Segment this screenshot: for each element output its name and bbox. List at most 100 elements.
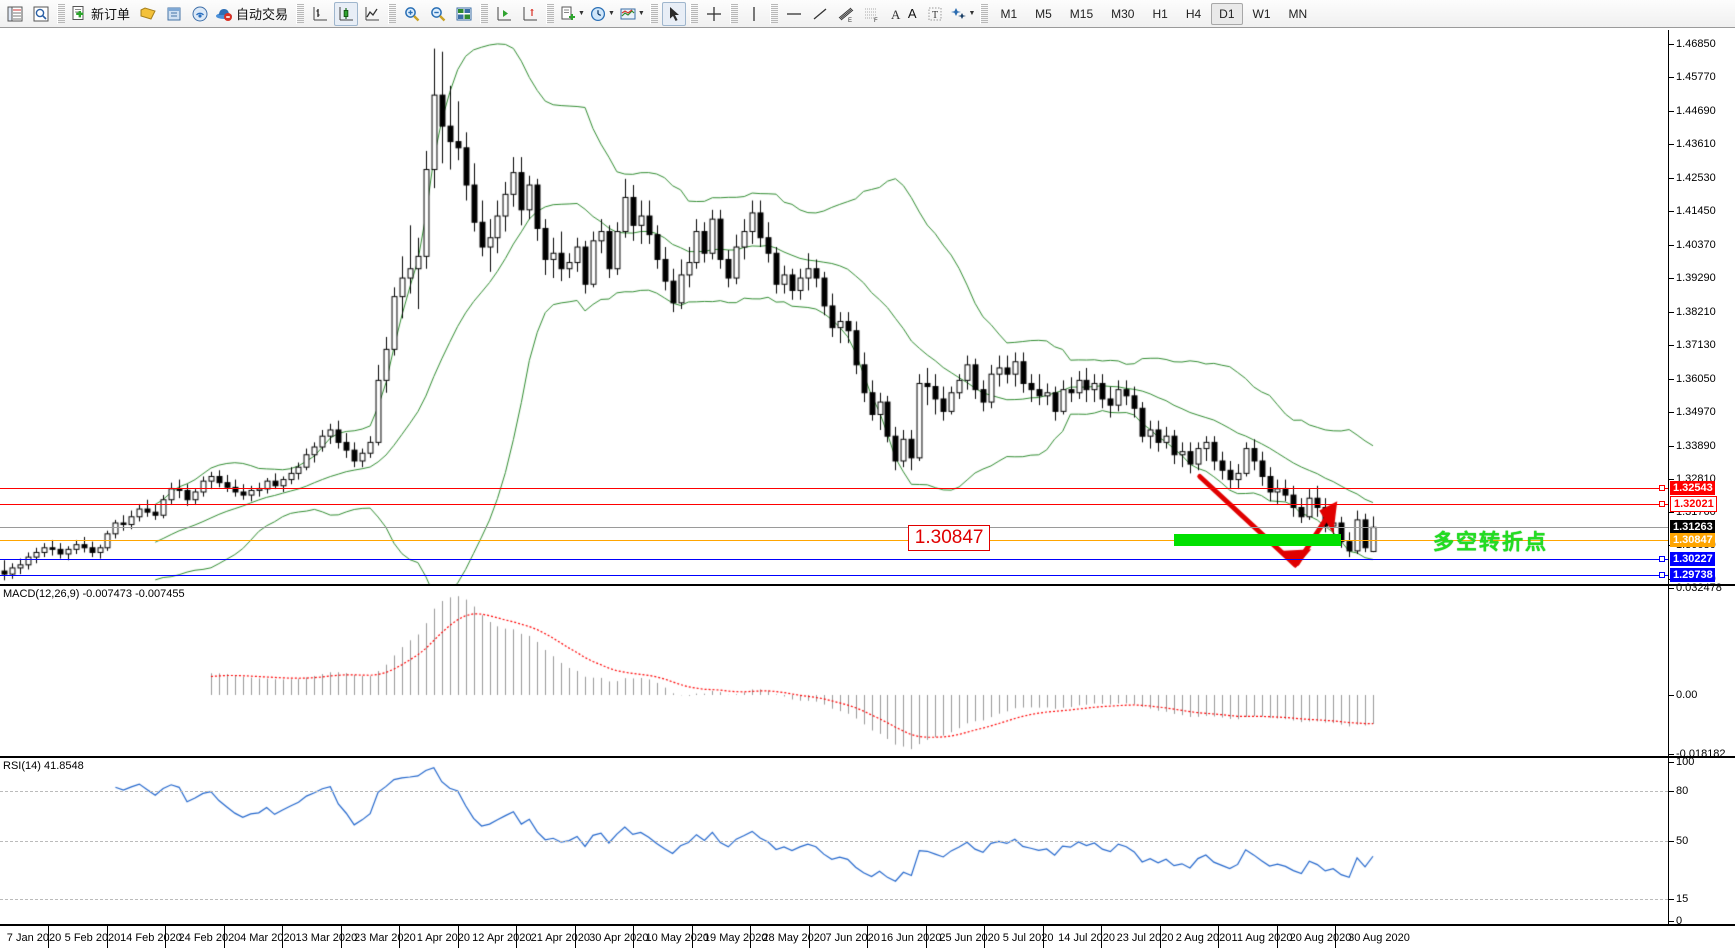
signals-icon[interactable] <box>188 2 212 26</box>
list-icon <box>6 5 24 23</box>
data-window-icon[interactable] <box>29 2 53 26</box>
tile-icon <box>455 5 473 23</box>
macd-canvas[interactable]: MACD(12,26,9) -0.007473 -0.007455 <box>0 586 1668 756</box>
timeframe-h1[interactable]: H1 <box>1152 6 1168 21</box>
level-line-support-1[interactable] <box>0 559 1668 561</box>
new-order-button[interactable]: 新订单 <box>69 2 134 26</box>
level-line-resistance-2-handle[interactable] <box>1659 500 1665 507</box>
chevron-down-icon[interactable]: ▼ <box>968 10 976 17</box>
date-axis-label: 5 Feb 2020 <box>64 932 121 944</box>
price-chart-canvas[interactable]: 1.30847 多空转折点 <box>0 30 1668 584</box>
timeframe-m1[interactable]: M1 <box>1000 6 1018 21</box>
text-label-icon[interactable]: T <box>923 2 947 26</box>
price-axis-tick <box>1669 211 1674 213</box>
magnifier-window-icon <box>32 5 50 23</box>
cursor-icon[interactable] <box>661 1 686 26</box>
price-axis[interactable]: 1.46850 1.45770 1.44690 1.43610 1.42530 1.414… <box>1668 30 1735 585</box>
pivot-price-annotation: 1.30847 <box>907 525 991 552</box>
signal-icon <box>191 5 209 23</box>
chartshift-icon <box>521 5 539 23</box>
metaeditor-icon[interactable] <box>136 2 160 26</box>
zoom-in-icon[interactable] <box>400 2 424 26</box>
date-axis-label: 2 Aug 2020 <box>1175 932 1232 944</box>
timeframe-w1[interactable]: W1 <box>1252 6 1271 21</box>
line-chart-icon[interactable] <box>360 2 384 26</box>
timeframe-d1[interactable]: D1 <box>1211 2 1243 25</box>
level-line-resistance-1-handle[interactable] <box>1659 484 1665 491</box>
rsi-level-50 <box>0 841 1668 842</box>
periods-icon[interactable]: ▼ <box>588 2 616 26</box>
level-line-support-2-handle[interactable] <box>1659 571 1665 578</box>
level-line-resistance-1[interactable] <box>0 487 1668 489</box>
date-axis-label: 16 Jun 2020 <box>880 932 942 944</box>
candlestick-chart-icon[interactable] <box>334 1 359 26</box>
zoom-out-icon[interactable] <box>426 2 450 26</box>
rsi-canvas[interactable]: RSI(14) 41.8548 <box>0 758 1668 924</box>
level-line-support-1-handle[interactable] <box>1659 556 1665 563</box>
price-axis-label: 1.43610 <box>1676 138 1716 151</box>
bar-chart-icon[interactable] <box>308 2 332 26</box>
date-axis-tick <box>808 926 810 948</box>
chevron-down-icon[interactable]: ▼ <box>578 10 585 17</box>
vertical-line-icon[interactable] <box>742 2 766 26</box>
date-axis-label: 7 Jan 2020 <box>6 932 62 944</box>
auto-scroll-icon[interactable] <box>492 2 516 26</box>
date-axis[interactable]: 7 Jan 2020 5 Feb 2020 14 Feb 2020 24 Feb 20… <box>0 925 1735 949</box>
template-icon <box>619 5 637 23</box>
macd-axis[interactable]: 0.032478 0.00 -0.018182 <box>1668 582 1735 760</box>
tag-resistance-1[interactable]: 1.32543 <box>1670 480 1715 495</box>
timeframe-h4[interactable]: H4 <box>1185 6 1202 21</box>
indicators-icon[interactable]: ▼ <box>558 2 586 26</box>
chevron-down-icon[interactable]: ▼ <box>637 10 645 17</box>
tag-resistance-2[interactable]: 1.32021 <box>1670 495 1717 512</box>
indicators-icon <box>559 5 577 23</box>
chart-shift-icon[interactable] <box>518 2 542 26</box>
trendline-icon <box>811 5 829 23</box>
main-toolbar[interactable]: 新订单 自动交易 ▼ ▼ ▼ E F A A T ▼ M1 M5 M15 M30 H1 H4 D1 W1 MN <box>0 0 1735 28</box>
level-line-support-2[interactable] <box>0 574 1668 576</box>
toolbar-separator <box>729 3 738 24</box>
macd-pane[interactable]: MACD(12,26,9) -0.007473 -0.007455 0.0324… <box>0 582 1735 760</box>
level-line-last-price[interactable] <box>0 527 1668 529</box>
date-axis-label: 11 Aug 2020 <box>1231 932 1293 944</box>
timeframe-m30[interactable]: M30 <box>1111 6 1135 21</box>
chevron-down-icon[interactable]: ▼ <box>607 10 615 17</box>
level-line-resistance-2[interactable] <box>0 503 1668 505</box>
fibonacci-retracement-icon[interactable]: F <box>860 2 884 26</box>
vline-icon <box>745 5 763 23</box>
timeframe-mn[interactable]: MN <box>1288 6 1308 21</box>
expert-advisors-icon[interactable] <box>162 2 186 26</box>
templates-icon[interactable]: ▼ <box>618 2 646 26</box>
text-icon-label: A <box>907 6 917 21</box>
market-watch-icon[interactable] <box>3 2 27 26</box>
date-axis-label: 12 Apr 2020 <box>472 932 532 944</box>
date-axis-label: 23 Mar 2020 <box>353 932 416 944</box>
date-axis-tick <box>282 926 284 948</box>
equidistant-channel-icon[interactable]: E <box>834 2 858 26</box>
tag-support-2[interactable]: 1.29738 <box>1670 567 1715 582</box>
price-axis-tick <box>1669 278 1674 280</box>
folder-yellow-icon <box>139 5 157 23</box>
chart-tile-icon[interactable] <box>452 2 476 26</box>
trendline-icon[interactable] <box>808 2 832 26</box>
timeframe-m5[interactable]: M5 <box>1035 6 1052 21</box>
timeframe-m15[interactable]: M15 <box>1069 6 1094 21</box>
fibo-icon: F <box>863 5 881 24</box>
tag-last-price[interactable]: 1.31263 <box>1670 520 1715 535</box>
date-axis-label: 30 Aug 2020 <box>1348 932 1410 944</box>
rsi-pane[interactable]: RSI(14) 41.8548 100 80 50 15 0 <box>0 756 1735 927</box>
crosshair-icon[interactable] <box>702 2 726 26</box>
tag-pivot[interactable]: 1.30847 <box>1670 533 1715 548</box>
date-axis-label: 25 Jun 2020 <box>939 932 1000 944</box>
tag-support-1[interactable]: 1.30227 <box>1670 552 1715 567</box>
price-axis-tick <box>1669 77 1674 79</box>
horizontal-line-icon[interactable] <box>782 2 806 26</box>
level-line-pivot[interactable] <box>0 540 1668 542</box>
rsi-axis[interactable]: 100 80 50 15 0 <box>1668 756 1735 927</box>
price-chart-pane[interactable]: 1.30847 多空转折点 1.46850 1.45770 1.44690 1.436… <box>0 30 1735 585</box>
autotrading-button[interactable]: 自动交易 <box>214 2 292 26</box>
shapes-icon[interactable]: ▼ <box>949 2 977 26</box>
date-axis-label: 19 May 2020 <box>703 932 768 944</box>
price-axis-tick <box>1669 244 1674 246</box>
